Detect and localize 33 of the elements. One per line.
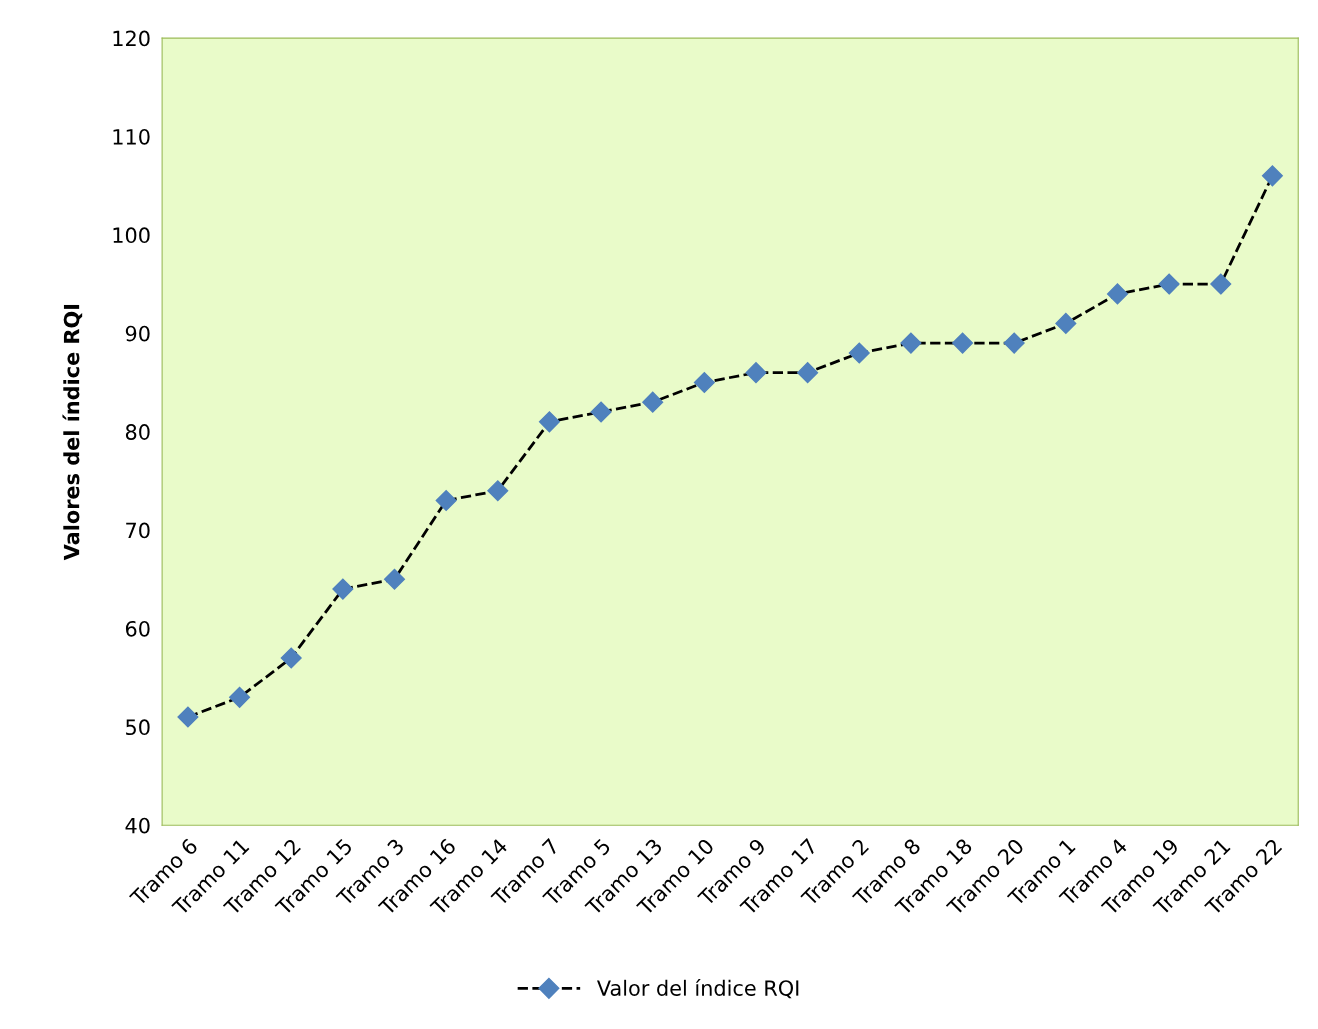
point [332, 578, 354, 600]
point [642, 391, 664, 413]
point [952, 332, 974, 354]
point [538, 411, 560, 433]
point [1261, 165, 1283, 187]
point [745, 362, 767, 384]
legend-label: Valor del índice RQI [597, 978, 799, 999]
point [848, 342, 870, 364]
point [1210, 273, 1232, 295]
y-tick-label: 120 [113, 30, 150, 47]
point [435, 490, 457, 512]
y-tick-label: 70 [126, 522, 150, 539]
point [693, 371, 715, 393]
point [1003, 332, 1025, 354]
y-tick-label: 60 [125, 620, 150, 637]
y-tick-label: 100 [113, 227, 150, 244]
point [229, 686, 251, 708]
point [1106, 283, 1129, 305]
y-tick-label: 110 [113, 128, 150, 145]
point [590, 401, 612, 423]
point [797, 362, 819, 384]
y-axis-title: Valores del índice RQI [62, 304, 83, 561]
point [487, 480, 509, 502]
point [1158, 273, 1180, 295]
y-tick-label: 80 [125, 424, 150, 440]
y-tick-label: 90 [125, 325, 150, 342]
point [900, 332, 922, 354]
point [383, 568, 406, 590]
y-tick-label: 50 [126, 719, 150, 736]
point [280, 647, 302, 669]
y-tick-label: 40 [125, 817, 150, 834]
point [177, 706, 199, 728]
point [1055, 312, 1077, 334]
